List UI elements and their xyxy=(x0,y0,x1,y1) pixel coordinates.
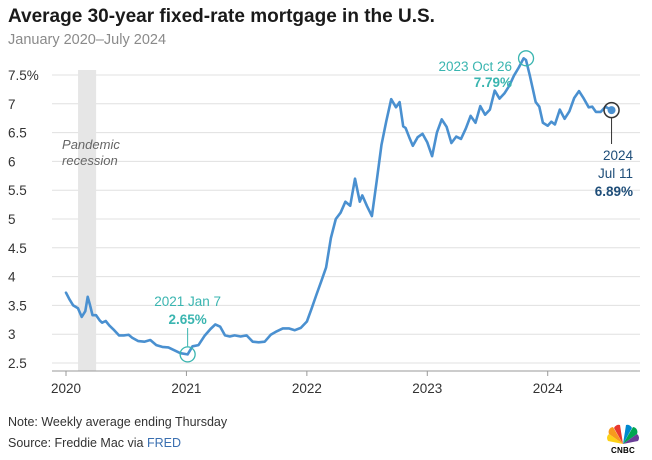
y-tick-label: 7.5% xyxy=(8,68,39,83)
y-tick-label: 6.5 xyxy=(8,126,27,141)
latest-marker xyxy=(603,101,620,119)
recession-label: recession xyxy=(62,153,118,168)
peacock-icon xyxy=(607,424,639,444)
latest-dot xyxy=(607,106,616,115)
chart-subtitle: January 2020–July 2024 xyxy=(8,32,167,48)
series-layer xyxy=(64,57,613,356)
y-tick-label: 6 xyxy=(8,154,16,169)
y-tick-label: 7 xyxy=(8,97,16,112)
y-tick-label: 3.5 xyxy=(8,298,27,313)
annotations: 2021 Jan 7 2.65% 2023 Oct 267.79% 2024 Jul 1… xyxy=(154,50,634,363)
x-tick-label: 2024 xyxy=(533,381,564,396)
y-axis: 2.5 3 3.5 4 4.5 5 5.5 6 6.5 7 7.5% xyxy=(8,68,39,371)
y-tick-label: 2.5 xyxy=(8,356,27,371)
peak-marker xyxy=(517,50,535,67)
x-tick-label: 2022 xyxy=(292,381,322,396)
gridlines xyxy=(52,74,640,364)
latest-date: Jul 11 xyxy=(598,166,633,181)
x-tick-label: 2021 xyxy=(171,381,201,396)
recession-band xyxy=(78,70,97,371)
source-link-fred[interactable]: FRED xyxy=(146,436,181,450)
x-tick-label: 2023 xyxy=(412,381,442,396)
y-tick-label: 5 xyxy=(8,212,16,227)
chart-title: Average 30-year fixed-rate mortgage in t… xyxy=(8,6,435,27)
chart-source: Source: Freddie Mac via FRED xyxy=(8,436,181,450)
y-tick-label: 5.5 xyxy=(8,183,27,198)
latest-date: 2024 xyxy=(603,148,634,163)
mortgage-rate-line xyxy=(64,57,613,356)
logo-text: CNBC xyxy=(611,446,635,455)
x-axis: 2020 2021 2022 2023 2024 xyxy=(51,370,640,396)
peak-date: 2023 Oct 26 xyxy=(438,59,512,74)
x-tick-label: 2020 xyxy=(51,381,81,396)
cnbc-logo: CNBC xyxy=(605,420,641,456)
y-tick-label: 4 xyxy=(8,270,16,285)
recession-label: Pandemic xyxy=(62,137,120,152)
y-tick-label: 4.5 xyxy=(8,241,27,256)
peak-value: 7.79% xyxy=(474,75,512,90)
low-point-marker xyxy=(179,346,196,363)
y-tick-label: 3 xyxy=(8,327,16,342)
low-point-date: 2021 Jan 7 xyxy=(154,294,221,309)
chart-note: Note: Weekly average ending Thursday xyxy=(8,415,228,429)
source-prefix: Source: Freddie Mac via xyxy=(8,436,147,450)
latest-value: 6.89% xyxy=(595,184,633,199)
low-point-value: 2.65% xyxy=(168,312,206,327)
